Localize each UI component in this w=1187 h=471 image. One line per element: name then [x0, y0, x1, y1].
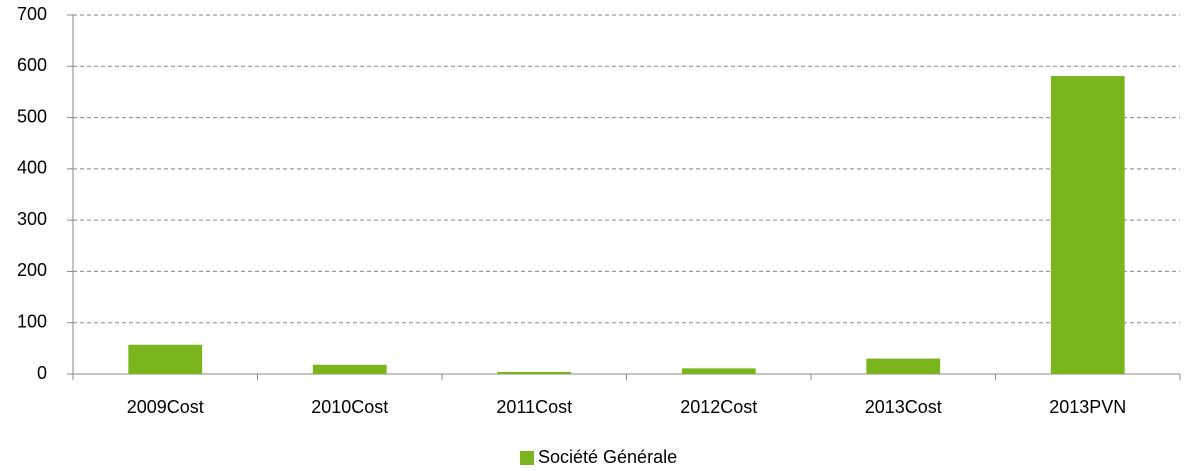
y-tick-label: 0	[37, 363, 47, 383]
y-tick-label: 100	[17, 311, 47, 331]
y-tick-label: 200	[17, 260, 47, 280]
bar	[681, 368, 756, 374]
legend-swatch	[520, 451, 534, 465]
bar	[128, 344, 203, 374]
x-tick-label: 2010Cost	[311, 397, 388, 417]
x-tick-label: 2009Cost	[127, 397, 204, 417]
y-tick-label: 300	[17, 209, 47, 229]
bar	[312, 364, 387, 374]
y-tick-label: 400	[17, 158, 47, 178]
x-tick-label: 2013PVN	[1049, 397, 1126, 417]
bar	[497, 371, 572, 374]
legend-label: Société Générale	[538, 447, 677, 467]
y-tick-label: 500	[17, 106, 47, 126]
x-tick-label: 2012Cost	[680, 397, 757, 417]
x-tick-label: 2013Cost	[865, 397, 942, 417]
bar	[866, 358, 941, 374]
y-tick-label: 700	[17, 4, 47, 24]
y-tick-label: 600	[17, 55, 47, 75]
bar	[1050, 76, 1125, 374]
x-tick-label: 2011Cost	[496, 397, 572, 417]
